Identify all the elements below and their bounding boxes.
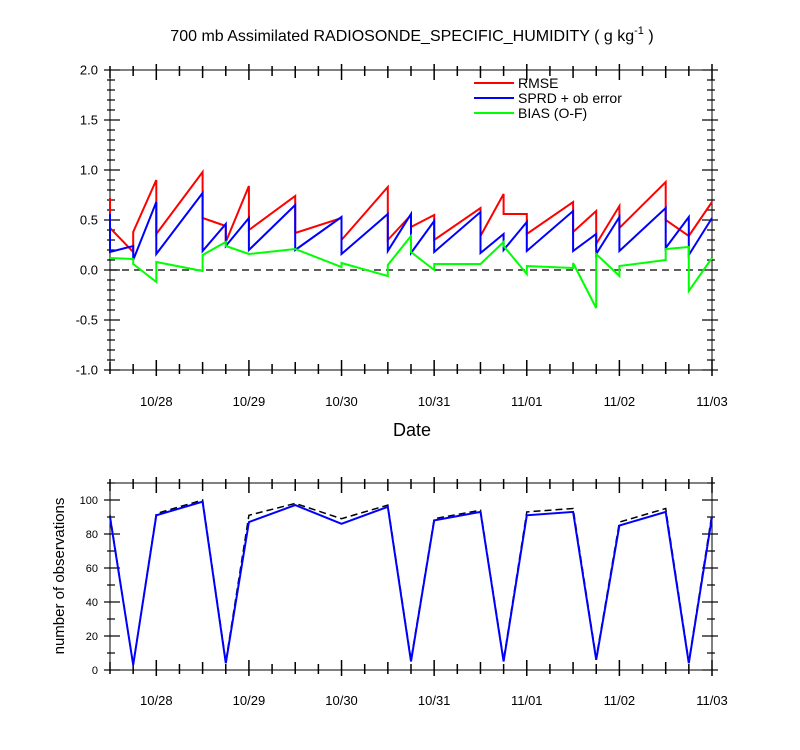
- x-tick-label: 11/03: [696, 394, 728, 409]
- x-axis-label: Date: [393, 420, 431, 440]
- x-tick-label: 11/02: [604, 394, 636, 409]
- legend-label: BIAS (O-F): [518, 105, 587, 121]
- y-tick-label: 20: [86, 631, 98, 643]
- legend-label: RMSE: [518, 75, 558, 91]
- y-tick-label: 1.5: [80, 113, 98, 128]
- top-series-group: [109, 168, 713, 309]
- y-tick-label: 0.5: [80, 213, 98, 228]
- y-tick-label: 0.0: [80, 263, 98, 278]
- x-tick-label: 10/30: [325, 693, 358, 708]
- top-y-axis: 2.0 1.5 1.0 0.5 0.0 -0.5 -1.0: [76, 63, 718, 378]
- x-tick-label: 11/03: [696, 693, 728, 708]
- y-tick-label: 40: [86, 597, 98, 609]
- x-tick-label: 11/01: [511, 394, 543, 409]
- obs-used-line: [109, 500, 713, 666]
- x-tick-label: 11/01: [511, 693, 543, 708]
- top-plot-panel: 2.01.51.00.50.0-0.5-1.0 10/28 10/29 10/30 1…: [76, 63, 728, 440]
- y-tick-label: -0.5: [76, 313, 98, 328]
- sprd-line: [109, 190, 713, 261]
- bottom-plot-panel: 100 80 60 40 20 0 10/28 10/29 10/30 10/31 11/01 11…: [51, 477, 728, 708]
- y-axis-label-observations: number of observations: [51, 498, 68, 655]
- x-tick-label: 11/02: [604, 693, 636, 708]
- y-tick-label: -1.0: [76, 363, 98, 378]
- bias-line: [109, 233, 713, 309]
- x-tick-label: 10/29: [233, 693, 266, 708]
- y-tick-label: 80: [86, 529, 98, 541]
- legend-label: SPRD + ob error: [518, 90, 622, 106]
- y-tick-label: 60: [86, 563, 98, 575]
- x-tick-label: 10/28: [140, 693, 173, 708]
- title-exponent: -1: [634, 25, 644, 37]
- y-tick-label: 100: [80, 495, 98, 507]
- y-tick-label: 1.0: [80, 163, 98, 178]
- y-tick-label: 0: [92, 665, 98, 677]
- bottom-y-axis: 100 80 60 40 20 0: [80, 482, 718, 677]
- chart-title: 700 mb Assimilated RADIOSONDE_SPECIFIC_H…: [170, 25, 653, 45]
- bottom-plot-frame: [109, 482, 713, 671]
- x-tick-label: 10/31: [418, 394, 451, 409]
- top-x-axis: 10/28 10/29 10/30 10/31 11/01 11/02 11/03: [109, 64, 728, 409]
- x-tick-label: 10/28: [140, 394, 173, 409]
- x-tick-label: 10/31: [418, 693, 451, 708]
- title-suffix: ): [644, 28, 654, 45]
- bottom-series-group: [109, 499, 713, 666]
- bottom-x-axis: 10/28 10/29 10/30 10/31 11/01 11/02 11/03: [109, 477, 728, 708]
- x-tick-label: 10/29: [233, 394, 266, 409]
- y-tick-label: 2.0: [80, 63, 98, 78]
- x-tick-label: 10/30: [325, 394, 358, 409]
